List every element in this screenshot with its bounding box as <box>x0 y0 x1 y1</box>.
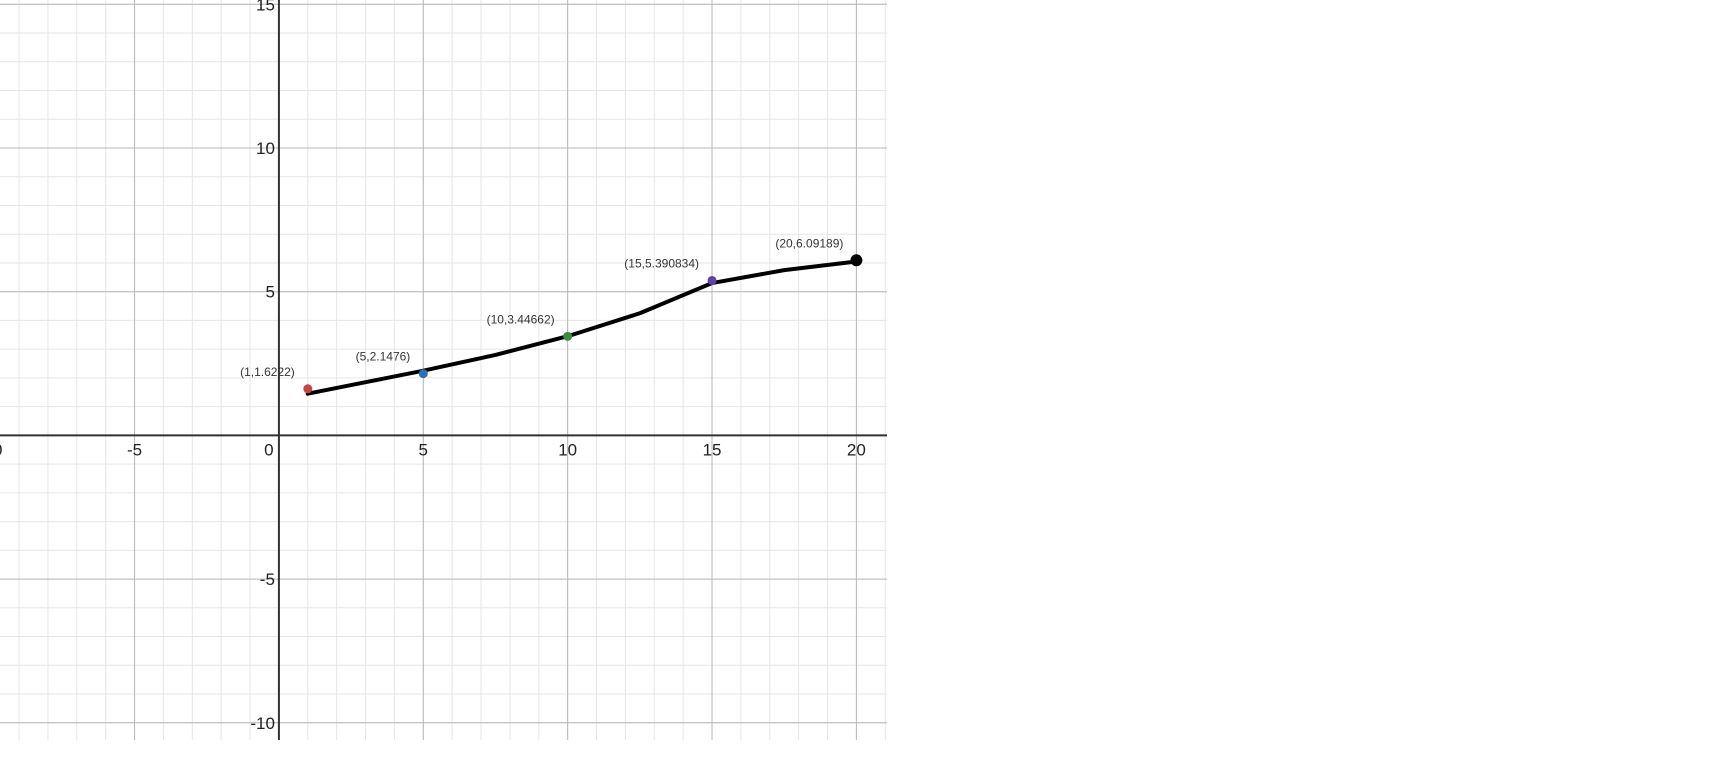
x-tick-label: -5 <box>127 440 142 459</box>
x-tick-label: 0 <box>264 440 273 459</box>
point-label: (15,5.390834) <box>624 256 699 270</box>
y-tick-label: 15 <box>256 0 275 14</box>
y-tick-label: 5 <box>265 283 274 302</box>
x-tick-label: 5 <box>419 440 428 459</box>
y-tick-label: 10 <box>256 139 275 158</box>
point-label: (20,6.09189) <box>775 236 843 250</box>
data-point <box>563 331 573 341</box>
data-point <box>303 384 313 394</box>
y-tick-label: -10 <box>250 714 275 733</box>
point-label: (5,2.1476) <box>356 350 411 364</box>
data-point <box>850 254 863 267</box>
y-tick-label: -5 <box>260 570 275 589</box>
x-tick-label: 20 <box>847 440 866 459</box>
x-tick-label: 15 <box>703 440 722 459</box>
data-point <box>418 369 428 379</box>
x-tick-label: -10 <box>0 440 2 459</box>
data-point <box>707 275 717 285</box>
point-label: (1,1.6222) <box>240 365 295 379</box>
point-label: (10,3.44662) <box>487 312 555 326</box>
x-tick-label: 10 <box>558 440 577 459</box>
